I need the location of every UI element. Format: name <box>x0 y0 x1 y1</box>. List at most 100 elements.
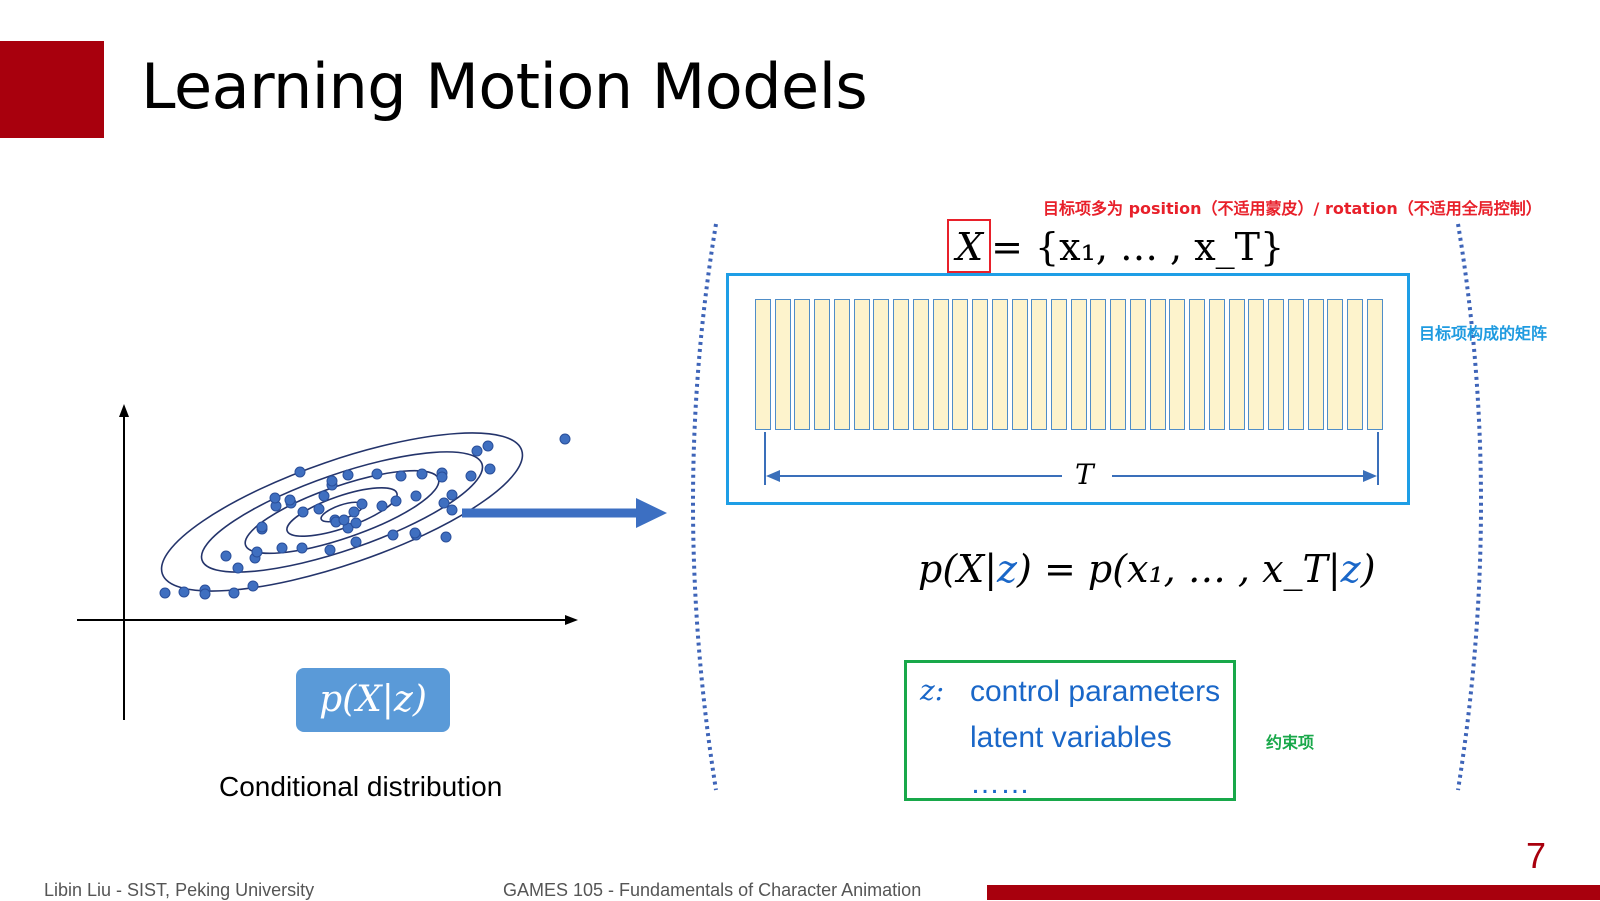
sample-point <box>318 490 330 502</box>
frame-column <box>1090 299 1107 430</box>
density-contour <box>160 432 524 592</box>
frame-column <box>833 299 850 430</box>
sample-point <box>247 580 259 592</box>
sample-point <box>294 466 306 478</box>
frame-column <box>1287 299 1304 430</box>
frame-column <box>1208 299 1225 430</box>
z-list: control parameters latent variables …… <box>970 669 1220 807</box>
sample-point <box>387 529 399 541</box>
frame-column <box>1268 299 1285 430</box>
sample-point <box>326 475 338 487</box>
target-note: 目标项多为 position（不适用蒙皮）/ rotation（不适用全局控制） <box>1043 199 1542 218</box>
y-axis-arrowhead <box>119 404 129 417</box>
x-definition-equation: X = {x₁, … , x_T} <box>956 225 1284 269</box>
sample-point <box>284 494 296 506</box>
frame-column <box>1248 299 1265 430</box>
frame-column <box>1327 299 1344 430</box>
sample-point <box>395 470 407 482</box>
sample-point <box>446 504 458 516</box>
eq-part: p(X| <box>918 547 998 591</box>
frame-column <box>814 299 831 430</box>
sample-point <box>436 471 448 483</box>
sample-point <box>313 503 325 515</box>
z-parameters-box <box>904 660 1236 801</box>
sample-point <box>178 586 190 598</box>
footer-accent-bar <box>987 885 1600 900</box>
t-dimension-arrow <box>764 432 1379 485</box>
slide-title: Learning Motion Models <box>141 50 868 123</box>
frame-column <box>912 299 929 430</box>
frame-column <box>952 299 969 430</box>
eq-z: z <box>997 547 1018 591</box>
frame-column <box>893 299 910 430</box>
sample-point <box>269 492 281 504</box>
sample-point <box>484 463 496 475</box>
left-dotted-paren <box>691 223 718 791</box>
sample-point <box>438 497 450 509</box>
eq-z: z <box>1340 547 1361 591</box>
sample-point <box>296 542 308 554</box>
sample-point <box>446 489 458 501</box>
conditional-equation: p(X|z) = p(x₁, … , x_T|z) <box>918 547 1376 591</box>
frame-column <box>853 299 870 430</box>
x-highlight-box <box>947 219 991 273</box>
frame-column <box>1347 299 1364 430</box>
frame-column <box>1189 299 1206 430</box>
frame-column <box>794 299 811 430</box>
frame-column <box>991 299 1008 430</box>
z-symbol: z: <box>920 674 945 707</box>
frame-column <box>1031 299 1048 430</box>
sample-point <box>416 468 428 480</box>
frame-column <box>1366 299 1383 430</box>
z-item: …… <box>970 767 1030 800</box>
sample-point <box>276 542 288 554</box>
constraint-note: 约束项 <box>1266 733 1315 752</box>
sample-point <box>342 469 354 481</box>
x-axis-arrowhead <box>565 615 578 625</box>
frame-column <box>932 299 949 430</box>
frame-column <box>1228 299 1245 430</box>
frame-column <box>1169 299 1186 430</box>
sample-point <box>297 506 309 518</box>
conditional-caption: Conditional distribution <box>219 771 503 802</box>
title-accent-block <box>0 41 104 138</box>
x-definition: = {x₁, … , x_T} <box>991 225 1285 269</box>
sample-point <box>199 588 211 600</box>
sample-point <box>159 587 171 599</box>
sample-point <box>390 495 402 507</box>
matrix-note: 目标项构成的矩阵 <box>1419 324 1548 343</box>
right-dotted-paren <box>1456 223 1483 791</box>
sample-point <box>559 433 571 445</box>
sample-point <box>465 470 477 482</box>
frame-column <box>1129 299 1146 430</box>
sample-point <box>232 562 244 574</box>
sample-point <box>356 498 368 510</box>
footer-course: GAMES 105 - Fundamentals of Character An… <box>503 880 922 900</box>
sample-point <box>228 587 240 599</box>
sample-point <box>256 521 268 533</box>
sample-point <box>371 468 383 480</box>
frame-columns <box>755 299 1383 430</box>
frame-column <box>1051 299 1068 430</box>
z-item: latent variables <box>970 721 1172 754</box>
frame-column <box>873 299 890 430</box>
sample-point <box>350 517 362 529</box>
matrix-box <box>726 273 1410 505</box>
t-label: T <box>1075 458 1094 491</box>
sample-point <box>471 445 483 457</box>
z-item: control parameters <box>970 675 1221 708</box>
dotted-parentheses <box>691 223 1483 791</box>
sample-point <box>348 506 360 518</box>
sample-point <box>409 527 421 539</box>
sample-point <box>482 440 494 452</box>
sample-point <box>324 544 336 556</box>
scatter-plot <box>77 404 578 720</box>
frame-column <box>755 299 771 430</box>
frame-column <box>972 299 989 430</box>
conditional-badge: p(X|z) <box>296 668 450 732</box>
frame-column <box>1307 299 1324 430</box>
sample-point <box>410 490 422 502</box>
page-number: 7 <box>1526 835 1547 876</box>
frame-column <box>1070 299 1087 430</box>
